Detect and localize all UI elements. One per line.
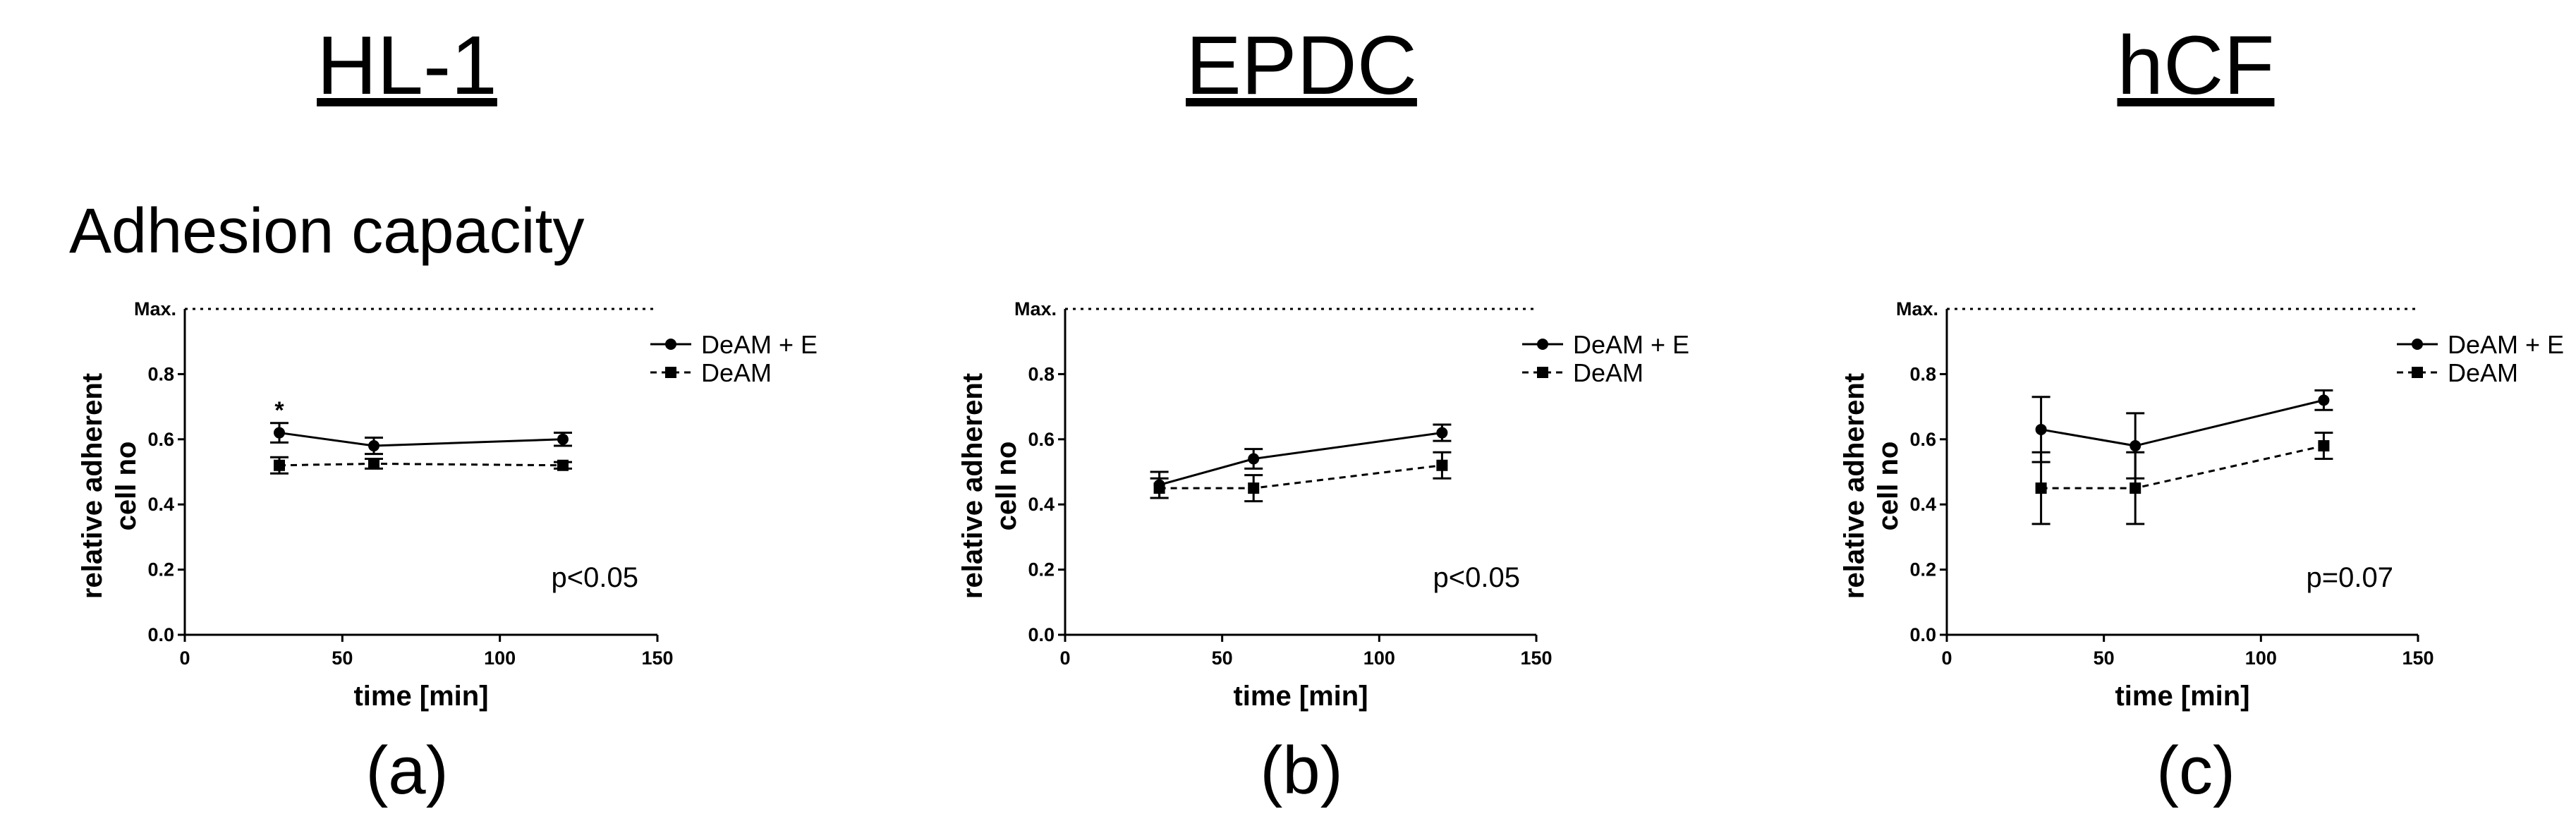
x-tick-label: 50: [332, 647, 353, 669]
chart-panel-a: Max. 0.0 0.2 0.4 0.6 0.8 0 50 100 150 time [min] re…: [77, 298, 818, 712]
y-tick-label: 0.2: [1028, 559, 1055, 580]
legend-label: DeAM + E: [2448, 330, 2564, 359]
data-point: [274, 459, 285, 471]
p-value: p<0.05: [552, 562, 638, 593]
data-point: [1248, 482, 1260, 494]
series-line: [1159, 464, 1442, 489]
data-point: [2130, 482, 2141, 494]
data-point: [2035, 423, 2047, 435]
y-tick-label: 0.6: [147, 429, 174, 450]
y-axis-label: relative adherent cell no: [957, 373, 1022, 599]
x-axis-label: time [min]: [1233, 681, 1368, 712]
y-axis-label: relative adherent cell no: [1839, 373, 1904, 599]
y-tick-label: 0.2: [147, 559, 174, 580]
x-tick-label: 0: [1941, 647, 1952, 669]
y-tick-label: 0.0: [1909, 624, 1936, 645]
legend-marker: [665, 339, 676, 350]
chart-panel-c: Max. 0.0 0.2 0.4 0.6 0.8 0 50 100 150 time [min] re…: [1839, 298, 2564, 712]
y-tick-label: 0.8: [1909, 363, 1936, 384]
x-tick-label: 50: [1212, 647, 1233, 669]
legend-label: DeAM: [1573, 358, 1644, 387]
y-tick-label: 0.2: [1909, 559, 1936, 580]
data-point: [2130, 440, 2141, 452]
data-point: [557, 433, 569, 445]
data-point: [2318, 394, 2330, 406]
y-axis-label-line: relative adherent: [957, 373, 988, 599]
legend-marker: [1537, 367, 1548, 378]
series-line: [2041, 444, 2324, 489]
data-point: [2035, 482, 2047, 494]
y-axis-label-line: relative adherent: [77, 373, 108, 599]
p-value: p=0.07: [2307, 562, 2393, 593]
x-tick-label: 50: [2094, 647, 2115, 669]
x-tick-label: 0: [1059, 647, 1070, 669]
y-tick-label: 0.8: [147, 363, 174, 384]
panel-label-a: (a): [365, 733, 448, 808]
series-line: [2041, 399, 2324, 447]
legend-label: DeAM: [2448, 358, 2518, 387]
series-line: [1159, 432, 1442, 486]
header-hl1: HL-1: [317, 19, 497, 112]
legend-label: DeAM: [701, 358, 772, 387]
panel-label-b: (b): [1260, 733, 1342, 808]
x-tick-label: 100: [2245, 647, 2277, 669]
y-tick-label: 0.0: [147, 624, 174, 645]
series-line: [279, 462, 564, 467]
section-title: Adhesion capacity: [69, 196, 584, 267]
header-hcf: hCF: [2118, 19, 2275, 112]
x-axis-label: time [min]: [2115, 681, 2249, 712]
max-label: Max.: [1896, 298, 1938, 320]
data-point: [1436, 459, 1448, 471]
header-epdc: EPDC: [1186, 19, 1417, 112]
data-point: [368, 440, 379, 452]
y-tick-label: 0.0: [1028, 624, 1055, 645]
x-tick-label: 0: [179, 647, 190, 669]
data-point: [368, 458, 379, 470]
y-axis-label-line: cell no: [111, 442, 142, 531]
y-tick-label: 0.6: [1028, 429, 1055, 450]
y-axis-label-line: relative adherent: [1839, 373, 1870, 599]
data-point: [274, 427, 285, 439]
legend-marker: [665, 367, 676, 378]
y-axis-label-line: cell no: [1873, 442, 1904, 531]
y-tick-label: 0.4: [147, 494, 174, 515]
significance-star: *: [274, 397, 284, 424]
max-label: Max.: [1014, 298, 1057, 320]
x-tick-label: 150: [641, 647, 673, 669]
p-value: p<0.05: [1433, 562, 1520, 593]
legend-marker: [2412, 339, 2423, 350]
x-tick-label: 100: [1363, 647, 1395, 669]
data-point: [1248, 453, 1260, 465]
chart-panel-b: Max. 0.0 0.2 0.4 0.6 0.8 0 50 100 150 time [min] re…: [957, 298, 1689, 712]
legend-label: DeAM + E: [1573, 330, 1689, 359]
legend-label: DeAM + E: [701, 330, 818, 359]
data-point: [2318, 440, 2330, 452]
y-axis-label: relative adherent cell no: [77, 373, 142, 599]
legend-marker: [1537, 339, 1548, 350]
y-tick-label: 0.4: [1028, 494, 1055, 515]
data-point: [1436, 427, 1448, 439]
y-tick-label: 0.6: [1909, 429, 1936, 450]
legend-marker: [2412, 367, 2423, 378]
x-tick-label: 150: [2402, 647, 2434, 669]
panel-label-c: (c): [2156, 733, 2235, 808]
y-tick-label: 0.4: [1909, 494, 1936, 515]
y-tick-label: 0.8: [1028, 363, 1055, 384]
data-point: [557, 459, 569, 471]
x-tick-label: 150: [1520, 647, 1552, 669]
series-line: [279, 432, 564, 447]
x-tick-label: 100: [484, 647, 516, 669]
x-axis-label: time [min]: [353, 681, 488, 712]
y-axis-label-line: cell no: [991, 442, 1022, 531]
max-label: Max.: [134, 298, 176, 320]
data-point: [1153, 482, 1165, 494]
